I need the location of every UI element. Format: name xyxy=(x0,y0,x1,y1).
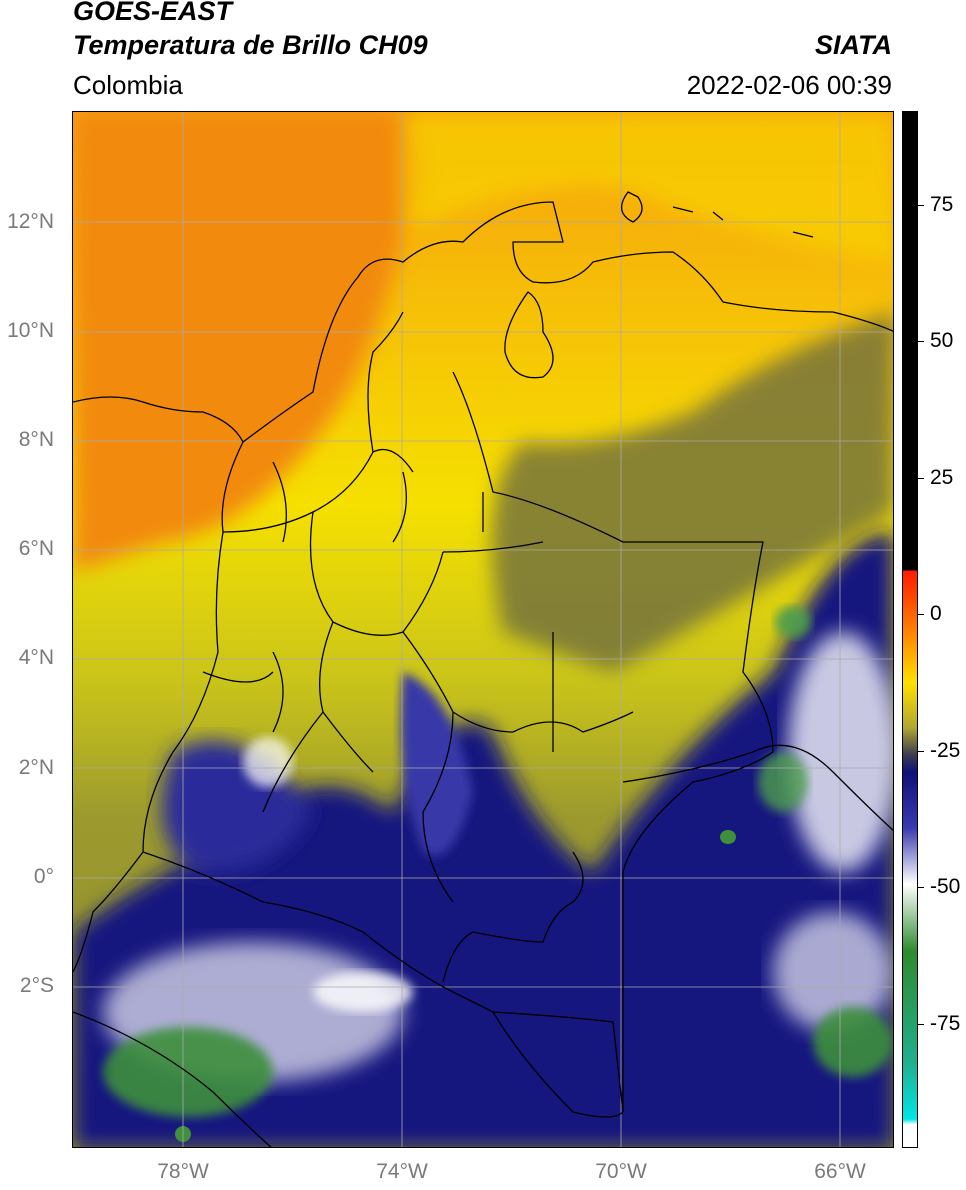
lat-label: 10°N xyxy=(7,319,54,342)
country-borders xyxy=(73,191,893,1147)
lat-label: 12°N xyxy=(7,210,54,233)
colorbar xyxy=(902,111,918,1148)
lat-label: 8°N xyxy=(18,428,54,451)
datetime-label: 2022-02-06 00:39 xyxy=(686,70,892,100)
lat-label: 6°N xyxy=(18,537,54,560)
lon-label: 70°W xyxy=(595,1160,647,1183)
map-canvas xyxy=(73,112,893,1147)
colorbar-tick-mark xyxy=(918,1024,924,1025)
colorbar-tick-mark xyxy=(918,614,924,615)
colorbar-label: 0 xyxy=(930,602,942,625)
product-title: GOES-EAST xyxy=(73,0,233,26)
lat-label: 2°N xyxy=(18,756,54,779)
lat-label: 4°N xyxy=(18,646,54,669)
lat-label: 2°S xyxy=(19,974,54,997)
channel-title: Temperatura de Brillo CH09 xyxy=(73,30,428,60)
lon-label: 66°W xyxy=(814,1160,866,1183)
colorbar-label: -50 xyxy=(930,875,961,898)
olive-region xyxy=(491,312,893,672)
lon-label: 74°W xyxy=(376,1160,428,1183)
lon-label: 78°W xyxy=(157,1160,209,1183)
satellite-map[interactable] xyxy=(72,111,894,1148)
brand-label: SIATA xyxy=(815,30,892,60)
colorbar-label: 25 xyxy=(930,466,954,489)
coldest-tops-se xyxy=(813,1007,893,1077)
colorbar-label: -25 xyxy=(930,739,961,762)
colorbar-tick-mark xyxy=(918,341,924,342)
region-label: Colombia xyxy=(73,70,183,100)
colorbar-label: -75 xyxy=(930,1012,961,1035)
colorbar-tick-mark xyxy=(918,478,924,479)
colorbar-label: 50 xyxy=(930,329,954,352)
colorbar-tick-mark xyxy=(918,205,924,206)
colorbar-label: 75 xyxy=(930,193,954,216)
lat-label: 0° xyxy=(33,865,54,888)
colorbar-tick-mark xyxy=(918,751,924,752)
colorbar-tick-mark xyxy=(918,887,924,888)
warm-region-orange xyxy=(73,112,428,572)
